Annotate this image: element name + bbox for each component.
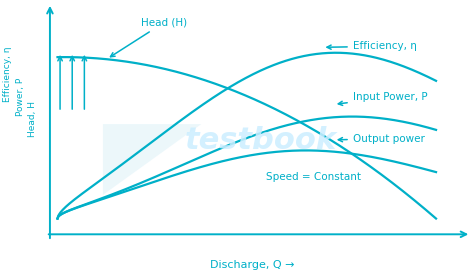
Text: Head, H: Head, H xyxy=(28,101,37,137)
Text: Efficiency, η: Efficiency, η xyxy=(327,41,417,51)
Text: Output power: Output power xyxy=(338,134,425,144)
Text: Input Power, P: Input Power, P xyxy=(338,92,428,105)
Text: Efficiency, η: Efficiency, η xyxy=(3,46,12,102)
Text: testbook: testbook xyxy=(184,126,337,155)
Text: Speed = Constant: Speed = Constant xyxy=(266,172,361,182)
Text: Discharge, Q →: Discharge, Q → xyxy=(210,261,295,270)
Text: Head (H): Head (H) xyxy=(111,18,187,57)
Polygon shape xyxy=(103,124,201,195)
Text: Power, P: Power, P xyxy=(16,77,25,116)
